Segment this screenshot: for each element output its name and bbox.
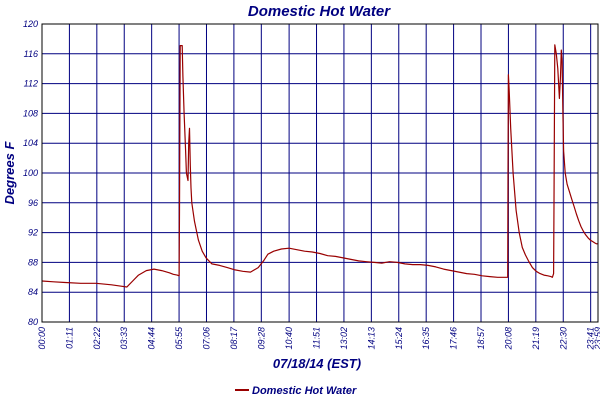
y-tick-label: 116 bbox=[24, 49, 38, 59]
y-tick-label: 104 bbox=[23, 138, 38, 148]
x-tick-label: 23:41 bbox=[586, 327, 596, 351]
y-tick-label: 92 bbox=[28, 228, 38, 238]
y-tick-label: 96 bbox=[28, 198, 38, 208]
y-tick-label: 80 bbox=[28, 317, 38, 327]
y-tick-label: 108 bbox=[23, 108, 38, 118]
x-tick-label: 04:44 bbox=[147, 327, 157, 350]
x-tick-label: 00:00 bbox=[37, 327, 47, 350]
legend-label: Domestic Hot Water bbox=[252, 385, 357, 397]
x-tick-label: 10:40 bbox=[284, 327, 294, 350]
x-tick-label: 22:30 bbox=[558, 327, 568, 351]
x-tick-labels: 00:00 01:11 02:22 03:33 04:44 05:55 07:06 08:17… bbox=[37, 326, 600, 351]
y-tick-labels: 80 84 88 92 96 100 104 108 112 116 120 bbox=[23, 19, 38, 327]
x-tick-label: 13:02 bbox=[339, 327, 349, 350]
x-tick-label: 07:06 bbox=[201, 327, 211, 350]
x-tick-label: 03:33 bbox=[119, 327, 129, 350]
x-tick-label: 23:59 bbox=[593, 327, 600, 351]
x-tick-label: 16:35 bbox=[421, 326, 431, 350]
chart-title: Domestic Hot Water bbox=[248, 3, 391, 20]
y-axis-title: Degrees F bbox=[2, 141, 17, 205]
x-tick-label: 02:22 bbox=[92, 327, 102, 350]
x-tick-label: 11:51 bbox=[312, 327, 322, 349]
x-tick-label: 17:46 bbox=[449, 327, 459, 350]
y-tick-label: 84 bbox=[28, 287, 38, 297]
y-tick-label: 88 bbox=[28, 257, 38, 267]
plot-frame bbox=[41, 23, 599, 323]
y-tick-label: 120 bbox=[23, 19, 38, 29]
x-tick-label: 15:24 bbox=[394, 327, 404, 350]
x-tick-label: 09:28 bbox=[256, 327, 266, 350]
x-tick-label: 14:13 bbox=[366, 327, 376, 350]
x-axis-title: 07/18/14 (EST) bbox=[273, 356, 361, 371]
x-tick-label: 01:11 bbox=[64, 327, 74, 349]
legend: Domestic Hot Water bbox=[235, 385, 357, 397]
series-lines bbox=[41, 44, 598, 288]
x-tick-label: 05:55 bbox=[174, 326, 184, 350]
series-line-domestic-hot-water bbox=[41, 44, 598, 288]
y-tick-label: 112 bbox=[24, 79, 38, 89]
x-tick-label: 08:17 bbox=[229, 326, 239, 350]
x-tick-label: 18:57 bbox=[476, 326, 486, 350]
x-tick-label: 20:08 bbox=[503, 327, 513, 351]
x-tick-label: 21:19 bbox=[531, 327, 541, 351]
y-tick-label: 100 bbox=[23, 168, 38, 178]
